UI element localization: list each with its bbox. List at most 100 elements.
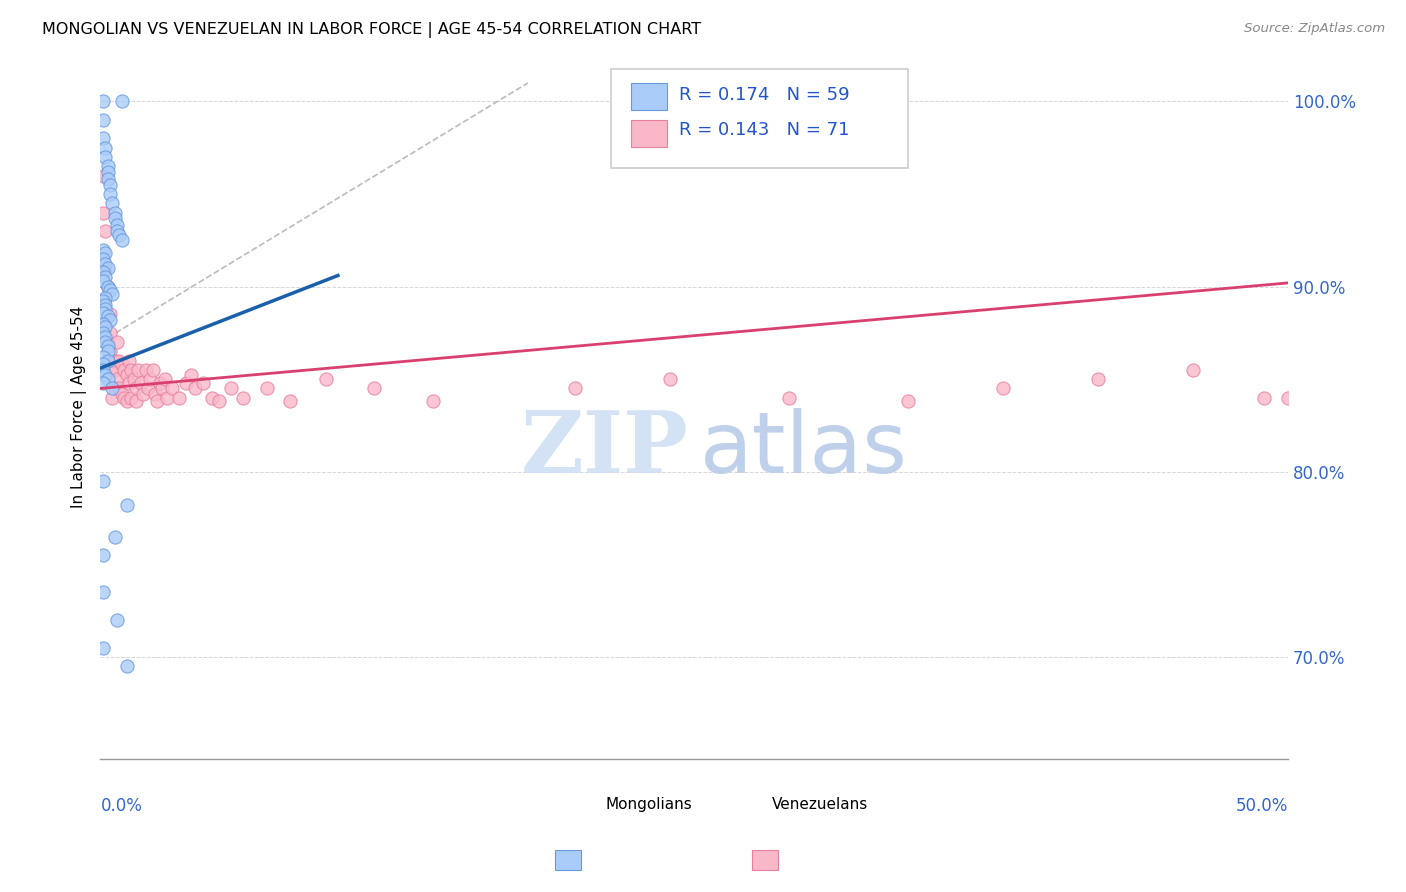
Point <box>184 381 207 395</box>
Text: ZIP: ZIP <box>520 407 689 491</box>
Point <box>132 387 155 401</box>
Point <box>122 372 145 386</box>
Point <box>1087 372 1109 386</box>
Point <box>101 353 124 368</box>
Point <box>280 394 302 409</box>
Point <box>256 381 278 395</box>
Point <box>422 394 444 409</box>
Point <box>108 381 131 395</box>
Point <box>564 381 586 395</box>
Point <box>104 530 127 544</box>
Point <box>146 394 169 409</box>
Point <box>97 279 120 293</box>
Point <box>897 394 920 409</box>
Point <box>201 391 224 405</box>
Point <box>97 353 120 368</box>
Text: MONGOLIAN VS VENEZUELAN IN LABOR FORCE | AGE 45-54 CORRELATION CHART: MONGOLIAN VS VENEZUELAN IN LABOR FORCE |… <box>42 22 702 38</box>
Point <box>1253 391 1275 405</box>
Point <box>97 339 120 353</box>
Point <box>104 211 127 225</box>
Point <box>180 368 202 383</box>
Point <box>97 279 120 293</box>
Point <box>315 372 337 386</box>
Point <box>94 317 117 331</box>
Point <box>105 224 128 238</box>
Point <box>232 391 254 405</box>
Point <box>104 381 127 395</box>
Point <box>94 246 117 260</box>
Point <box>94 291 117 305</box>
Text: Source: ZipAtlas.com: Source: ZipAtlas.com <box>1244 22 1385 36</box>
Point <box>94 320 117 334</box>
Point <box>104 363 127 377</box>
Point <box>105 335 128 350</box>
Point <box>101 196 124 211</box>
Point <box>101 391 124 405</box>
Point <box>105 372 128 386</box>
Point <box>97 310 120 324</box>
Point <box>118 376 141 390</box>
Point <box>91 243 114 257</box>
Point <box>111 387 134 401</box>
Text: atlas: atlas <box>700 408 908 491</box>
Point <box>94 329 117 343</box>
Point <box>97 335 120 350</box>
Point <box>94 270 117 285</box>
Point <box>91 350 114 364</box>
Point <box>125 381 148 395</box>
Point <box>91 474 114 488</box>
Point <box>142 363 165 377</box>
Point <box>97 172 120 186</box>
Point <box>127 363 149 377</box>
Point <box>94 224 117 238</box>
Point <box>136 381 159 395</box>
FancyBboxPatch shape <box>612 70 908 168</box>
Point <box>143 387 166 401</box>
Point <box>91 169 114 183</box>
Point <box>98 187 121 202</box>
Point <box>91 640 114 655</box>
Point <box>115 498 138 512</box>
Text: R = 0.174   N = 59: R = 0.174 N = 59 <box>679 87 849 104</box>
Point <box>139 372 162 386</box>
Point <box>125 394 148 409</box>
Point <box>104 353 127 368</box>
Point <box>91 131 114 145</box>
Text: Mongolians: Mongolians <box>605 797 692 813</box>
Point <box>105 613 128 627</box>
Point <box>135 363 157 377</box>
Point <box>111 233 134 247</box>
Point <box>91 252 114 266</box>
Point <box>153 372 176 386</box>
Point <box>115 659 138 673</box>
Point <box>112 391 135 405</box>
Point <box>97 344 120 359</box>
Point <box>97 165 120 179</box>
Point <box>97 261 120 276</box>
Point <box>91 265 114 279</box>
Point <box>659 372 682 386</box>
Point <box>108 227 131 242</box>
Point <box>98 326 121 340</box>
Point <box>94 335 117 350</box>
Point <box>118 353 141 368</box>
Point <box>150 381 173 395</box>
Text: 0.0%: 0.0% <box>100 797 142 815</box>
Point <box>101 381 124 395</box>
Point <box>94 141 117 155</box>
Point <box>94 261 117 276</box>
Point <box>94 368 117 383</box>
Point <box>91 205 114 219</box>
Point <box>91 548 114 562</box>
Point <box>991 381 1014 395</box>
Point <box>101 363 124 377</box>
Point <box>778 391 800 405</box>
Point <box>98 307 121 321</box>
Point <box>104 205 127 219</box>
Point <box>94 298 117 312</box>
Point <box>208 394 231 409</box>
Point <box>1277 391 1299 405</box>
Point <box>191 376 214 390</box>
Point <box>91 376 114 390</box>
Point <box>94 257 117 271</box>
